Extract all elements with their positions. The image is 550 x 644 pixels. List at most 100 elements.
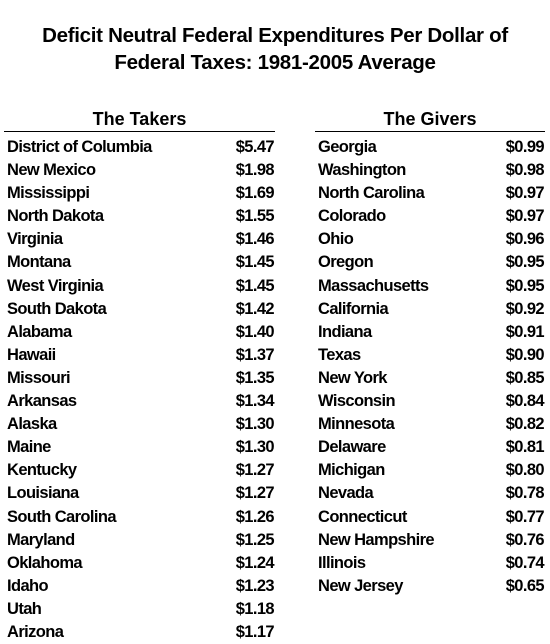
dollar-value: $0.91 xyxy=(505,322,545,341)
dollar-value: $0.80 xyxy=(505,461,545,480)
table-row: Hawaii $1.37 xyxy=(4,344,275,367)
state-name: Virginia xyxy=(7,230,63,249)
state-name: Utah xyxy=(7,599,42,618)
state-name: New Jersey xyxy=(318,576,403,595)
givers-heading: The Givers xyxy=(315,108,545,132)
table-row: Massachusetts $0.95 xyxy=(315,275,545,298)
table-row: Oregon $0.95 xyxy=(315,251,545,274)
state-name: Maryland xyxy=(7,530,75,549)
dollar-value: $1.25 xyxy=(235,530,275,549)
dollar-value: $0.74 xyxy=(505,553,545,572)
dollar-value: $0.95 xyxy=(505,276,545,295)
table-row: Arkansas $1.34 xyxy=(4,390,275,413)
state-name: West Virginia xyxy=(7,276,104,295)
dollar-value: $0.96 xyxy=(505,230,545,249)
state-name: Minnesota xyxy=(318,415,395,434)
state-name: Oregon xyxy=(318,253,374,272)
state-name: Indiana xyxy=(318,322,372,341)
dollar-value: $0.82 xyxy=(505,415,545,434)
state-name: Arizona xyxy=(7,622,64,641)
state-name: Louisiana xyxy=(7,484,79,503)
dollar-value: $1.37 xyxy=(235,345,275,364)
table-row: Connecticut $0.77 xyxy=(315,506,545,529)
table-row: Idaho $1.23 xyxy=(4,575,275,598)
state-name: South Carolina xyxy=(7,507,117,526)
dollar-value: $1.40 xyxy=(235,322,275,341)
state-name: New York xyxy=(318,368,387,387)
dollar-value: $0.65 xyxy=(505,576,545,595)
dollar-value: $1.17 xyxy=(235,622,275,641)
table-row: West Virginia $1.45 xyxy=(4,275,275,298)
table-row: Colorado $0.97 xyxy=(315,205,545,228)
title-line-2: Federal Taxes: 1981-2005 Average xyxy=(114,51,436,74)
table-row: Virginia $1.46 xyxy=(4,228,275,251)
page-title: Deficit Neutral Federal Expenditures Per… xyxy=(0,22,550,76)
state-name: Michigan xyxy=(318,461,385,480)
title-line-1: Deficit Neutral Federal Expenditures Per… xyxy=(42,24,508,47)
state-name: Illinois xyxy=(318,553,366,572)
state-name: South Dakota xyxy=(7,299,107,318)
state-name: Oklahoma xyxy=(7,553,83,572)
givers-table: The Givers Georgia $0.99 Washington $0.98 No… xyxy=(315,108,545,598)
state-name: Washington xyxy=(318,161,406,180)
table-row: Arizona $1.17 xyxy=(4,621,275,644)
dollar-value: $1.27 xyxy=(235,461,275,480)
state-name: Wisconsin xyxy=(318,392,396,411)
dollar-value: $0.76 xyxy=(505,530,545,549)
dollar-value: $1.34 xyxy=(235,392,275,411)
state-name: Kentucky xyxy=(7,461,77,480)
state-name: District of Columbia xyxy=(7,138,152,156)
state-name: New Hampshire xyxy=(318,530,435,549)
table-row: Utah $1.18 xyxy=(4,598,275,621)
state-name: Hawaii xyxy=(7,345,56,364)
takers-rows: District of Columbia $5.47 New Mexico $1.98… xyxy=(4,132,275,644)
state-name: Missouri xyxy=(7,368,71,387)
table-row: South Carolina $1.26 xyxy=(4,506,275,529)
table-row: Delaware $0.81 xyxy=(315,436,545,459)
table-row: California $0.92 xyxy=(315,298,545,321)
table-row: New Mexico $1.98 xyxy=(4,159,275,182)
state-name: Texas xyxy=(318,345,361,364)
state-name: Georgia xyxy=(318,138,377,156)
dollar-value: $0.95 xyxy=(505,253,545,272)
dollar-value: $0.98 xyxy=(505,161,545,180)
table-row: Minnesota $0.82 xyxy=(315,413,545,436)
table-row: Georgia $0.99 xyxy=(315,136,545,159)
state-name: Mississippi xyxy=(7,184,90,203)
table-row: New York $0.85 xyxy=(315,367,545,390)
dollar-value: $1.55 xyxy=(235,207,275,226)
givers-rows: Georgia $0.99 Washington $0.98 North Carolin… xyxy=(315,132,545,598)
dollar-value: $1.35 xyxy=(235,368,275,387)
state-name: Alaska xyxy=(7,415,57,434)
table-row: Washington $0.98 xyxy=(315,159,545,182)
state-name: North Dakota xyxy=(7,207,104,226)
table-row: Alabama $1.40 xyxy=(4,321,275,344)
dollar-value: $0.99 xyxy=(505,138,545,156)
table-row: South Dakota $1.42 xyxy=(4,298,275,321)
dollar-value: $1.69 xyxy=(235,184,275,203)
dollar-value: $0.84 xyxy=(505,392,545,411)
table-row: District of Columbia $5.47 xyxy=(4,136,275,159)
table-row: Louisiana $1.27 xyxy=(4,482,275,505)
table-row: Indiana $0.91 xyxy=(315,321,545,344)
dollar-value: $0.97 xyxy=(505,207,545,226)
takers-table: The Takers District of Columbia $5.47 New … xyxy=(4,108,275,644)
table-row: Ohio $0.96 xyxy=(315,228,545,251)
table-row: North Carolina $0.97 xyxy=(315,182,545,205)
dollar-value: $1.26 xyxy=(235,507,275,526)
table-row: North Dakota $1.55 xyxy=(4,205,275,228)
dollar-value: $0.97 xyxy=(505,184,545,203)
dollar-value: $0.92 xyxy=(505,299,545,318)
table-row: Texas $0.90 xyxy=(315,344,545,367)
table-row: Illinois $0.74 xyxy=(315,552,545,575)
state-name: Colorado xyxy=(318,207,386,226)
dollar-value: $1.42 xyxy=(235,299,275,318)
table-row: Kentucky $1.27 xyxy=(4,459,275,482)
state-name: Montana xyxy=(7,253,71,272)
state-name: Delaware xyxy=(318,438,386,457)
state-name: Alabama xyxy=(7,322,72,341)
dollar-value: $1.45 xyxy=(235,276,275,295)
state-name: California xyxy=(318,299,389,318)
state-name: Arkansas xyxy=(7,392,77,411)
state-name: Nevada xyxy=(318,484,374,503)
